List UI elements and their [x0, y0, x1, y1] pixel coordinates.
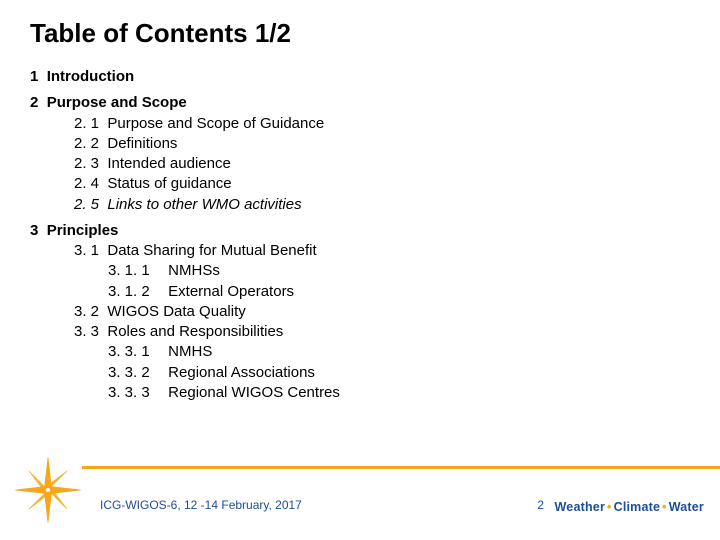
toc-item: 2. 5 Links to other WMO activities [74, 195, 690, 215]
item-number: 2. 2 [74, 135, 99, 152]
slide: Table of Contents 1/2 1 Introduction 2 P… [0, 0, 720, 540]
subitem-number: 3. 1. 2 [108, 282, 164, 302]
toc-item: 3. 3 Roles and Responsibilities [74, 322, 690, 342]
toc-item: 2. 3 Intended audience [74, 154, 690, 174]
section-label: Purpose and Scope [47, 94, 187, 111]
subitem-number: 3. 3. 2 [108, 363, 164, 383]
toc-subitem: 3. 3. 2 Regional Associations [108, 363, 690, 383]
item-label: Status of guidance [107, 175, 231, 192]
compass-icon [14, 456, 82, 524]
section-label: Introduction [47, 68, 134, 85]
subitem-number: 3. 3. 3 [108, 383, 164, 403]
toc-section-1: 1 Introduction [30, 67, 690, 87]
item-number: 2. 3 [74, 155, 99, 172]
item-label: Intended audience [107, 155, 230, 172]
item-label: Purpose and Scope of Guidance [107, 115, 324, 132]
section-number: 3 [30, 222, 38, 239]
table-of-contents: 1 Introduction 2 Purpose and Scope 2. 1 … [30, 67, 690, 403]
item-number: 2. 5 [74, 196, 99, 213]
item-number: 3. 2 [74, 303, 99, 320]
toc-item: 3. 1 Data Sharing for Mutual Benefit [74, 241, 690, 261]
item-label: WIGOS Data Quality [107, 303, 245, 320]
brand-weather: Weather [555, 500, 606, 514]
brand-climate: Climate [614, 500, 661, 514]
item-number: 2. 4 [74, 175, 99, 192]
toc-subitem: 3. 3. 1 NMHS [108, 342, 690, 362]
subitem-label: NMHSs [168, 262, 220, 279]
dot-icon: • [660, 500, 669, 514]
toc-section-2: 2 Purpose and Scope [30, 93, 690, 113]
item-label: Definitions [107, 135, 177, 152]
subitem-label: NMHS [168, 343, 212, 360]
subitem-number: 3. 3. 1 [108, 342, 164, 362]
section-number: 2 [30, 94, 38, 111]
item-label: Links to other WMO activities [107, 196, 301, 213]
subitem-label: Regional Associations [168, 364, 315, 381]
slide-title: Table of Contents 1/2 [30, 18, 690, 49]
divider-line [82, 466, 720, 469]
subitem-number: 3. 1. 1 [108, 261, 164, 281]
item-number: 2. 1 [74, 115, 99, 132]
toc-item: 2. 4 Status of guidance [74, 174, 690, 194]
toc-subitem: 3. 1. 1 NMHSs [108, 261, 690, 281]
brand-tagline: Weather•Climate•Water [555, 500, 704, 514]
item-number: 3. 1 [74, 242, 99, 259]
item-label: Roles and Responsibilities [107, 323, 283, 340]
page-number: 2 [537, 498, 544, 512]
subitem-label: External Operators [168, 283, 294, 300]
item-label: Data Sharing for Mutual Benefit [107, 242, 316, 259]
toc-section-3: 3 Principles [30, 221, 690, 241]
footer-caption: ICG-WIGOS-6, 12 -14 February, 2017 [100, 498, 302, 512]
section-number: 1 [30, 68, 38, 85]
subitem-label: Regional WIGOS Centres [168, 384, 340, 401]
toc-subitem: 3. 3. 3 Regional WIGOS Centres [108, 383, 690, 403]
item-number: 3. 3 [74, 323, 99, 340]
dot-icon: • [605, 500, 614, 514]
toc-item: 2. 1 Purpose and Scope of Guidance [74, 114, 690, 134]
brand-water: Water [669, 500, 704, 514]
slide-footer: ICG-WIGOS-6, 12 -14 February, 2017 2 Wea… [0, 454, 720, 540]
toc-subitem: 3. 1. 2 External Operators [108, 282, 690, 302]
toc-item: 2. 2 Definitions [74, 134, 690, 154]
toc-item: 3. 2 WIGOS Data Quality [74, 302, 690, 322]
section-label: Principles [47, 222, 119, 239]
